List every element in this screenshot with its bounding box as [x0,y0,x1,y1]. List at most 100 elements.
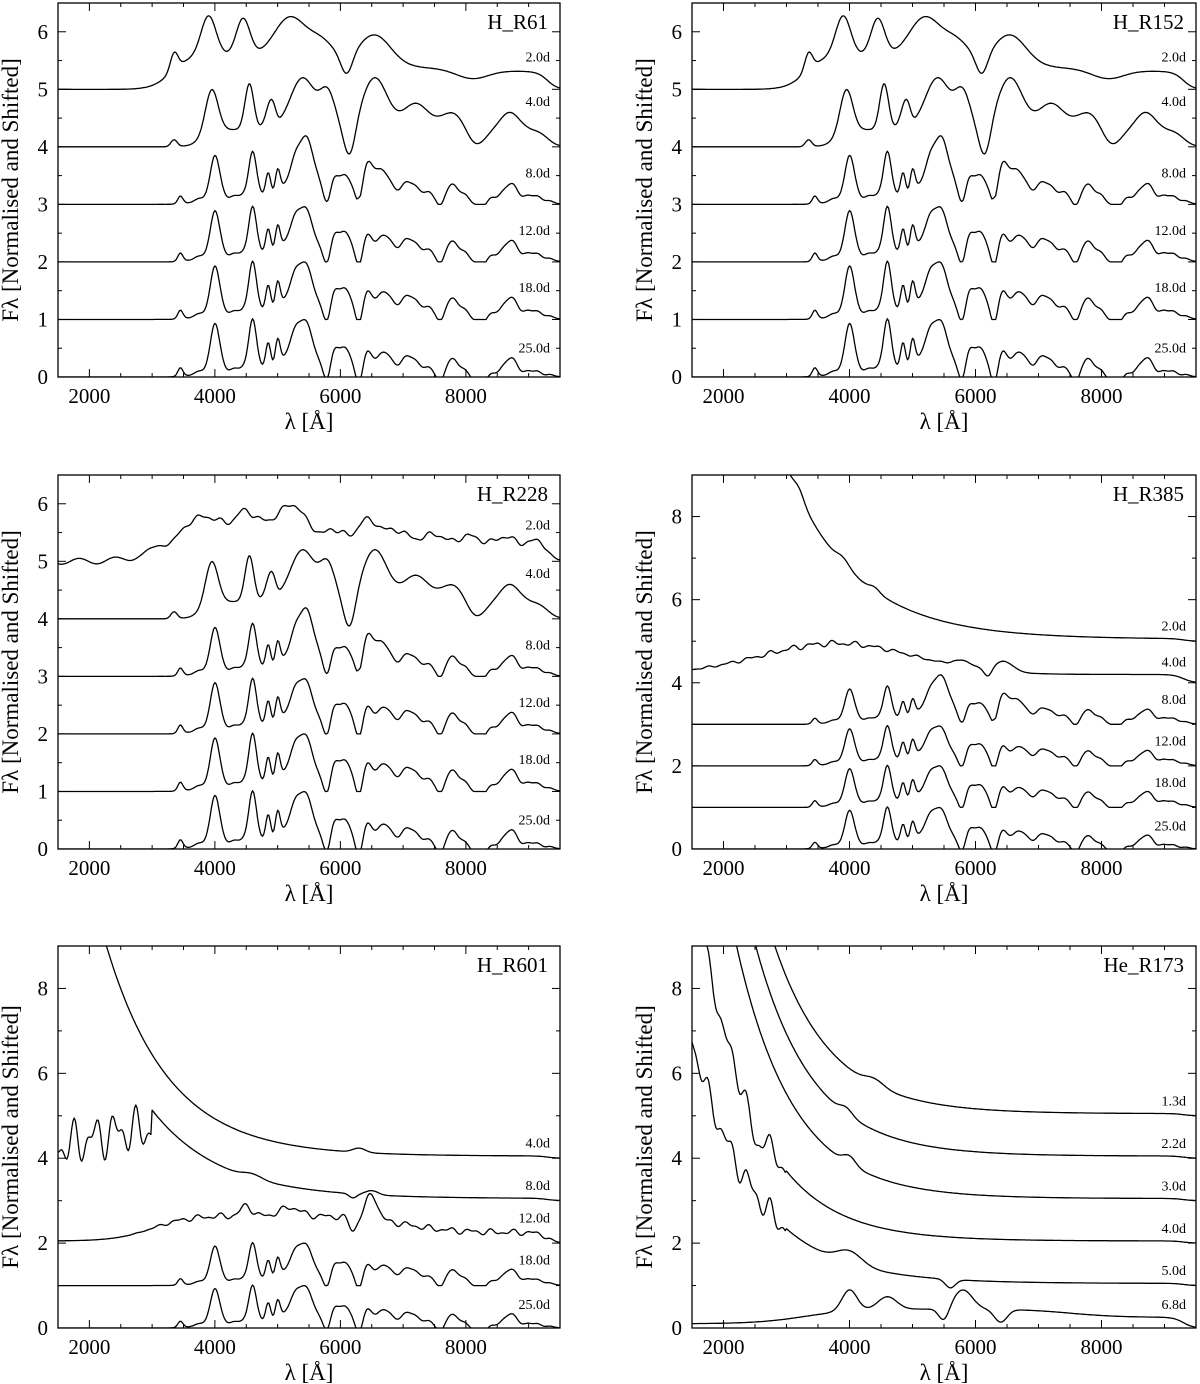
plot-frame [57,945,561,1329]
x-tick-label: 6000 [319,856,361,880]
y-tick-label: 4 [38,1146,49,1170]
y-axis-label: Fλ [Normalised and Shifted] [0,530,23,793]
x-tick-label: 2000 [703,856,745,880]
y-tick-label: 2 [672,250,683,274]
y-axis-label: Fλ [Normalised and Shifted] [0,58,23,321]
y-tick-label: 0 [38,837,49,861]
spectrum-18.0d [692,260,1196,321]
y-tick-label: 2 [672,754,683,778]
spectrum-25.0d [692,806,1196,849]
spectra-group [692,15,1196,377]
spectrum-3.0d [735,946,1196,1202]
y-tick-label: 1 [38,307,49,331]
epoch-label: 8.0d [526,1179,551,1194]
epoch-label: 18.0d [519,1254,551,1269]
x-tick-label: 8000 [445,856,487,880]
epoch-label: 2.2d [1162,1137,1187,1152]
x-tick-label: 2000 [703,1335,745,1359]
x-axis-label: λ [Å] [285,1360,334,1384]
spectrum-25.0d [58,1284,560,1328]
x-tick-label: 6000 [319,384,361,408]
x-tick-label: 4000 [829,384,871,408]
x-tick-label: 4000 [829,1335,871,1359]
y-tick-label: 3 [38,192,49,216]
x-axis-label: λ [Å] [920,1360,969,1384]
x-tick-label: 2000 [68,384,110,408]
x-tick-label: 6000 [955,384,997,408]
spectrum-8.0d [58,607,560,678]
epoch-label: 4.0d [1162,95,1187,110]
x-axis-label: λ [Å] [920,881,969,906]
epoch-label: 18.0d [519,281,551,296]
spectrum-2.0d [692,15,1196,91]
y-tick-label: 5 [38,549,49,573]
spectrum-2.0d [58,504,560,565]
y-tick-label: 1 [672,307,683,331]
epoch-label: 12.0d [1155,224,1187,239]
x-tick-label: 6000 [955,1335,997,1359]
spectrum-18.0d [58,260,560,321]
y-tick-label: 2 [38,1231,49,1255]
panel-h-r152: 2000 4000 6000 8000 0 1 2 3 4 5 6 λ [Å] Fλ [Normalis… [632,2,1197,434]
y-tick-label: 6 [38,492,49,516]
spectrum-1.3d [774,946,1196,1117]
epoch-label: 25.0d [519,341,551,356]
epoch-label: 8.0d [1162,167,1187,182]
panel-h-r601: 2000 4000 6000 8000 0 2 4 6 8 λ [Å] Fλ [Normalised… [0,945,561,1384]
epoch-label: 25.0d [519,1298,551,1313]
y-tick-label: 6 [38,20,49,44]
epoch-label: 8.0d [526,639,551,654]
x-tick-label: 6000 [319,1335,361,1359]
x-tick-label: 8000 [445,1335,487,1359]
panel-h-r61: 2000 4000 6000 8000 0 1 2 3 4 5 6 λ [Å] Fλ [Normalis… [0,2,561,434]
plot-frame [57,2,561,378]
spectrum-4.0d [58,77,560,155]
epoch-label: 12.0d [1155,735,1187,750]
epoch-label: 2.0d [1162,619,1187,634]
epoch-label: 3.0d [1162,1179,1187,1194]
x-tick-label: 8000 [1081,1335,1123,1359]
epoch-label: 2.0d [526,519,551,534]
panel-title: H_R385 [1113,482,1184,506]
x-axis-label: λ [Å] [285,409,334,434]
panel-title: H_R61 [487,10,548,34]
y-tick-label: 6 [672,1061,683,1085]
x-tick-label: 4000 [194,384,236,408]
epoch-label: 4.0d [526,1137,551,1152]
y-tick-label: 0 [672,837,683,861]
epoch-label: 18.0d [1155,281,1187,296]
panel-title: H_R152 [1113,10,1184,34]
epoch-label: 18.0d [1155,776,1187,791]
epoch-label: 8.0d [1162,693,1187,708]
panel-title: H_R228 [477,482,548,506]
spectrum-4.0d [692,77,1196,155]
x-tick-label: 4000 [829,856,871,880]
y-tick-label: 8 [38,976,49,1000]
y-tick-label: 4 [38,607,49,631]
epoch-label: 2.0d [1162,50,1187,65]
epoch-label: 4.0d [526,567,551,582]
x-tick-label: 4000 [194,1335,236,1359]
epoch-label: 12.0d [519,1211,551,1226]
epoch-label: 25.0d [1155,341,1187,356]
y-axis-label: Fλ [Normalised and Shifted] [0,1005,23,1268]
spectra-group [58,946,560,1328]
y-tick-label: 6 [672,588,683,612]
panel-h-r228: 2000 4000 6000 8000 0 1 2 3 4 5 6 λ [Å] Fλ [Normalis… [0,474,561,906]
spectra-group [58,504,560,849]
spectra-group [58,15,560,377]
spectrum-12.0d [58,1192,560,1243]
y-tick-label: 4 [672,1146,683,1170]
spectrum-4.0d [692,639,1196,683]
plot-frame [691,2,1197,378]
epoch-label: 6.8d [1162,1298,1187,1313]
spectra-group [692,475,1196,849]
y-axis-label: Fλ [Normalised and Shifted] [632,530,657,793]
spectrum-4.0d [105,946,560,1159]
y-tick-label: 8 [672,976,683,1000]
epoch-label: 4.0d [1162,655,1187,670]
x-tick-label: 6000 [955,856,997,880]
y-tick-label: 3 [38,664,49,688]
spectrum-25.0d [58,790,560,849]
